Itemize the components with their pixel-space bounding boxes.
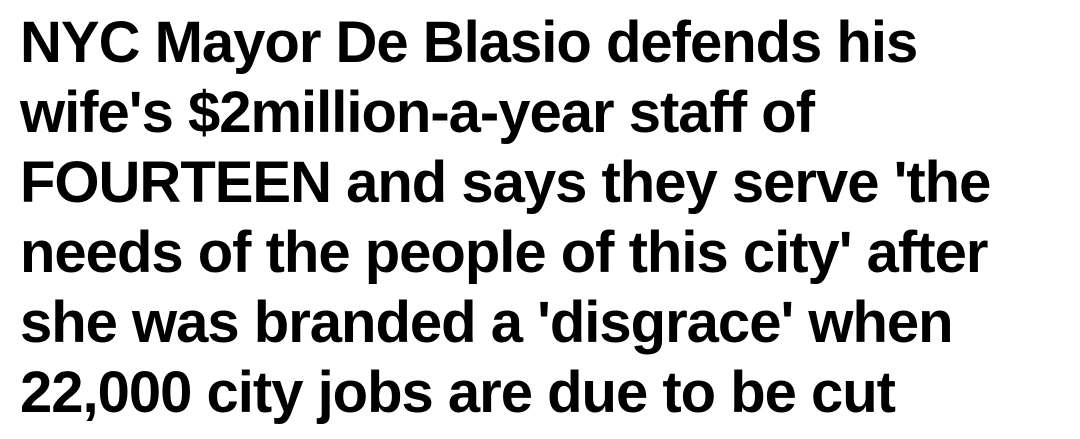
headline-line-5: she was branded a 'disgrace' when xyxy=(20,290,954,355)
headline-line-2: wife's $2million-a-year staff of xyxy=(20,80,815,145)
headline-line-6: 22,000 city jobs are due to be cut xyxy=(20,360,896,425)
article-headline: NYC Mayor De Blasio defends his wife's $… xyxy=(20,8,1070,428)
headline-line-4: needs of the people of this city' after xyxy=(20,220,988,285)
headline-line-1: NYC Mayor De Blasio defends his xyxy=(20,10,918,75)
headline-line-3: FOURTEEN and says they serve 'the xyxy=(20,150,991,215)
